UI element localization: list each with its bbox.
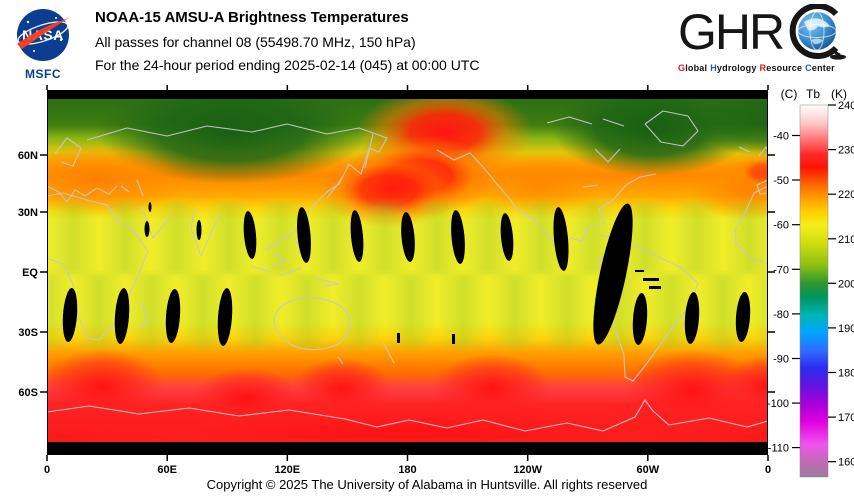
y-tick-label: 30N [18, 207, 38, 219]
x-axis-labels: 0 60E 120E 180 120W 60W 0 [44, 464, 771, 476]
colorbar-k-label: 210 [838, 234, 854, 246]
figure-title: NOAA-15 AMSU-A Brightness Temperatures [95, 9, 409, 26]
map-anomaly-blobs [47, 90, 768, 455]
nasa-logo-icon: NASA [17, 9, 69, 61]
figure-subtitle-channel: All passes for channel 08 (55498.70 MHz,… [95, 34, 416, 50]
ghrc-sub-initial-h: H [710, 63, 717, 73]
x-tick-label: 180 [398, 464, 416, 476]
colorbar-k-label: 230 [838, 145, 854, 157]
colorbar-k-label: 200 [838, 278, 854, 290]
colorbar: (C) Tb (K) [767, 87, 854, 478]
x-tick-label: 0 [44, 464, 50, 476]
y-axis-labels: 60N 30N EQ 30S 60S [18, 150, 39, 399]
colorbar-c-label: -90 [773, 354, 789, 366]
colorbar-c-label: -100 [767, 398, 789, 410]
ghrc-letters: GHR [678, 4, 783, 60]
figure-subtitle-period: For the 24-hour period ending 2025-02-14… [95, 57, 480, 73]
y-tick-label: 60S [18, 387, 38, 399]
x-tick-label: 0 [765, 464, 771, 476]
ghrc-sub-initial-r: R [759, 63, 767, 73]
axis-ticks [40, 85, 775, 461]
colorbar-header-c: (C) [781, 87, 798, 101]
coastlines [47, 110, 768, 432]
colorbar-k-label: 240 [838, 100, 854, 112]
colorbar-c-label: -40 [773, 131, 789, 143]
ghrc-logo-icon: GHR [678, 3, 846, 60]
nasa-logo-block: NASA MSFC [12, 6, 74, 81]
south-nodata-strip [47, 442, 768, 455]
ghrc-sub-initial-c: C [805, 63, 812, 73]
map-border [47, 90, 768, 455]
colorbar-k-label: 220 [838, 189, 854, 201]
colorbar-header-tb: Tb [806, 87, 820, 101]
colorbar-header: (C) Tb (K) [781, 87, 847, 101]
colorbar-k-labels: 240 230 220 210 200 190 180 170 160 [838, 100, 854, 469]
colorbar-c-label: -50 [773, 175, 789, 187]
x-tick-label: 120W [513, 464, 542, 476]
y-tick-label: EQ [22, 267, 38, 279]
colorbar-k-label: 160 [838, 457, 854, 469]
colorbar-k-label: 170 [838, 412, 854, 424]
colorbar-k-label: 180 [838, 368, 854, 380]
ghrc-logo-block: GHR Global Hydrology Resource Center [678, 3, 848, 73]
colorbar-ticks [792, 104, 836, 463]
colorbar-c-label: -110 [768, 443, 789, 455]
colorbar-c-label: -70 [773, 264, 789, 276]
orbit-gap-lenses [62, 202, 751, 346]
brightness-temperature-figure: 0 60E 120E 180 120W 60W 0 60N 30N EQ 30S… [18, 85, 854, 478]
colorbar-c-label: -60 [773, 220, 789, 232]
y-tick-label: 30S [18, 327, 38, 339]
y-tick-label: 60N [18, 150, 38, 162]
nasa-caption: MSFC [25, 67, 61, 81]
north-nodata-strip [47, 90, 768, 99]
colorbar-header-k: (K) [831, 87, 847, 101]
colorbar-gradient [799, 104, 829, 478]
ghrc-sub-initial-g: G [678, 63, 686, 73]
x-tick-label: 60E [157, 464, 177, 476]
colorbar-c-label: -80 [773, 309, 789, 321]
colorbar-k-label: 190 [838, 323, 854, 335]
figure-titles: NOAA-15 AMSU-A Brightness Temperatures A… [95, 9, 479, 80]
colorbar-c-labels: -40 -50 -60 -70 -80 -90 -100 -110 [767, 131, 789, 455]
copyright-line: Copyright © 2025 The University of Alaba… [206, 477, 648, 492]
x-tick-label: 120E [274, 464, 300, 476]
ghrc-subtitle: Global Hydrology Resource Center [678, 63, 835, 73]
world-map [47, 90, 768, 455]
x-tick-label: 60W [636, 464, 659, 476]
